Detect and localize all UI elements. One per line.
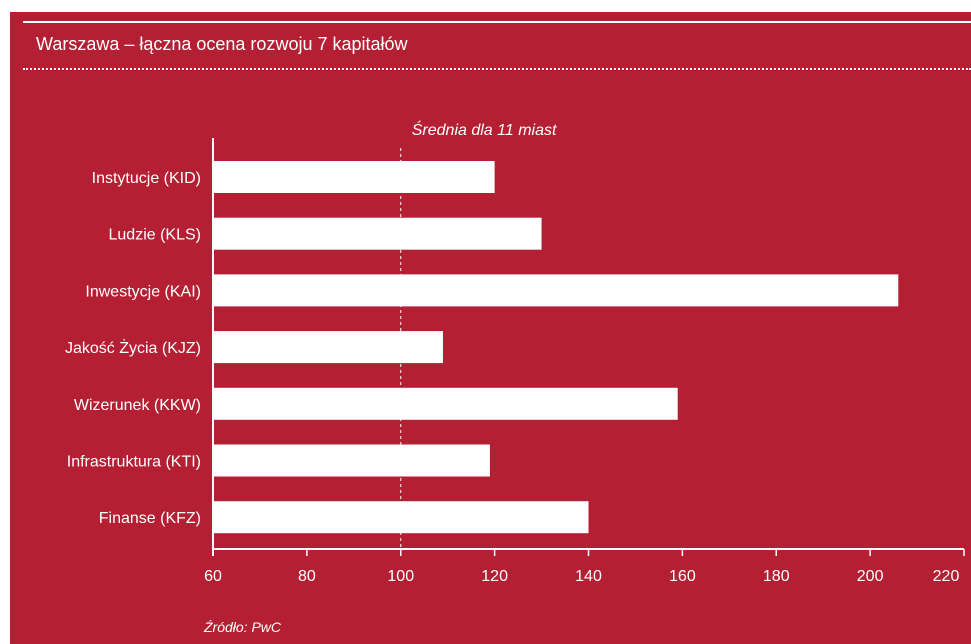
bar-1 — [214, 161, 495, 193]
x-tick-label: 120 — [481, 568, 508, 585]
bar-6 — [214, 445, 490, 477]
bar-5 — [214, 388, 678, 420]
category-label: Instytucje (KID) — [92, 170, 201, 187]
x-tick-label: 140 — [575, 568, 602, 585]
x-tick-label: 160 — [669, 568, 696, 585]
category-label: Jakość Życia (KJZ) — [65, 338, 201, 357]
category-label: Wizerunek (KKW) — [74, 397, 201, 414]
category-label: Ludzie (KLS) — [109, 227, 202, 244]
reference-line-label: Średnia dla 11 miast — [412, 120, 557, 139]
bar-4 — [214, 331, 443, 363]
x-tick-label: 100 — [387, 568, 414, 585]
category-label: Finanse (KFZ) — [99, 510, 201, 527]
bar-chart: Instytucje (KID) Ludzie (KLS) Inwestycje (… — [10, 12, 971, 644]
x-tick-label: 220 — [933, 568, 960, 585]
bar-3 — [214, 274, 898, 306]
source-note: Źródło: PwC — [204, 619, 281, 635]
bar-2 — [214, 218, 542, 250]
x-tick-label: 200 — [857, 568, 884, 585]
category-label: Inwestycje (KAI) — [85, 283, 201, 300]
x-tick-label: 60 — [204, 568, 222, 585]
x-tick-label: 180 — [763, 568, 790, 585]
x-tick-label: 80 — [298, 568, 316, 585]
chart-panel: Warszawa – łączna ocena rozwoju 7 kapita… — [10, 12, 971, 644]
category-label: Infrastruktura (KTI) — [67, 454, 201, 471]
